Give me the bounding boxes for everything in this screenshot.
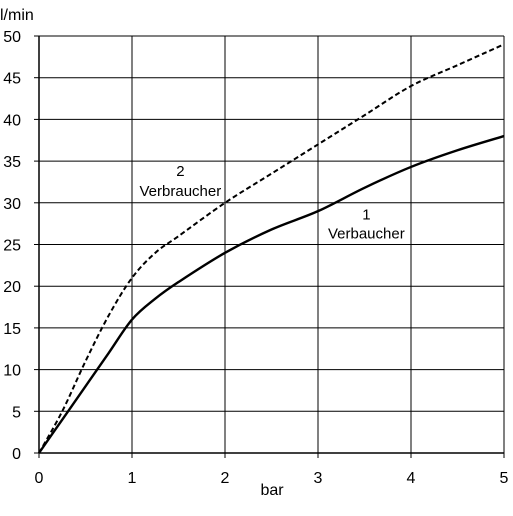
annotation-background (361, 206, 372, 224)
grid-layer (38, 35, 505, 454)
x-axis-label: bar (260, 482, 284, 499)
y-axis-label: l/min (0, 7, 34, 24)
annotation-background (326, 225, 406, 243)
annotation-curve1-label: Verbaucher (328, 226, 405, 243)
x-tick-label: 1 (128, 470, 137, 487)
y-tick-label: 30 (3, 196, 21, 213)
y-tick-label: 0 (12, 446, 21, 463)
y-tick-label: 15 (3, 321, 21, 338)
annotation-curve1-number: 1 (362, 206, 370, 223)
y-tick-label: 5 (12, 404, 21, 421)
x-tick-label: 0 (35, 470, 44, 487)
x-tick-label: 3 (314, 470, 323, 487)
series-layer (38, 43, 505, 454)
y-tick-label: 20 (3, 279, 21, 296)
annotation-layer: 2 Verbraucher 1 Verbaucher (138, 163, 406, 243)
y-tick-label: 10 (3, 363, 21, 380)
x-tick-label: 5 (500, 470, 509, 487)
y-tick-label: 40 (3, 112, 21, 129)
x-tick-label: 2 (221, 470, 230, 487)
x-tick-label: 4 (407, 470, 416, 487)
y-tick-label: 35 (3, 154, 21, 171)
series-line-verbraucher-2 (38, 43, 505, 454)
annotation-background (175, 163, 186, 181)
annotation-curve2-label: Verbraucher (140, 183, 222, 200)
series-line-verbaucher-1 (38, 134, 505, 454)
y-tick-label: 45 (3, 71, 21, 88)
y-tick-label: 25 (3, 238, 21, 255)
annotation-curve2-number: 2 (176, 163, 184, 180)
y-tick-label: 50 (3, 29, 21, 46)
annotation-background (138, 183, 223, 201)
